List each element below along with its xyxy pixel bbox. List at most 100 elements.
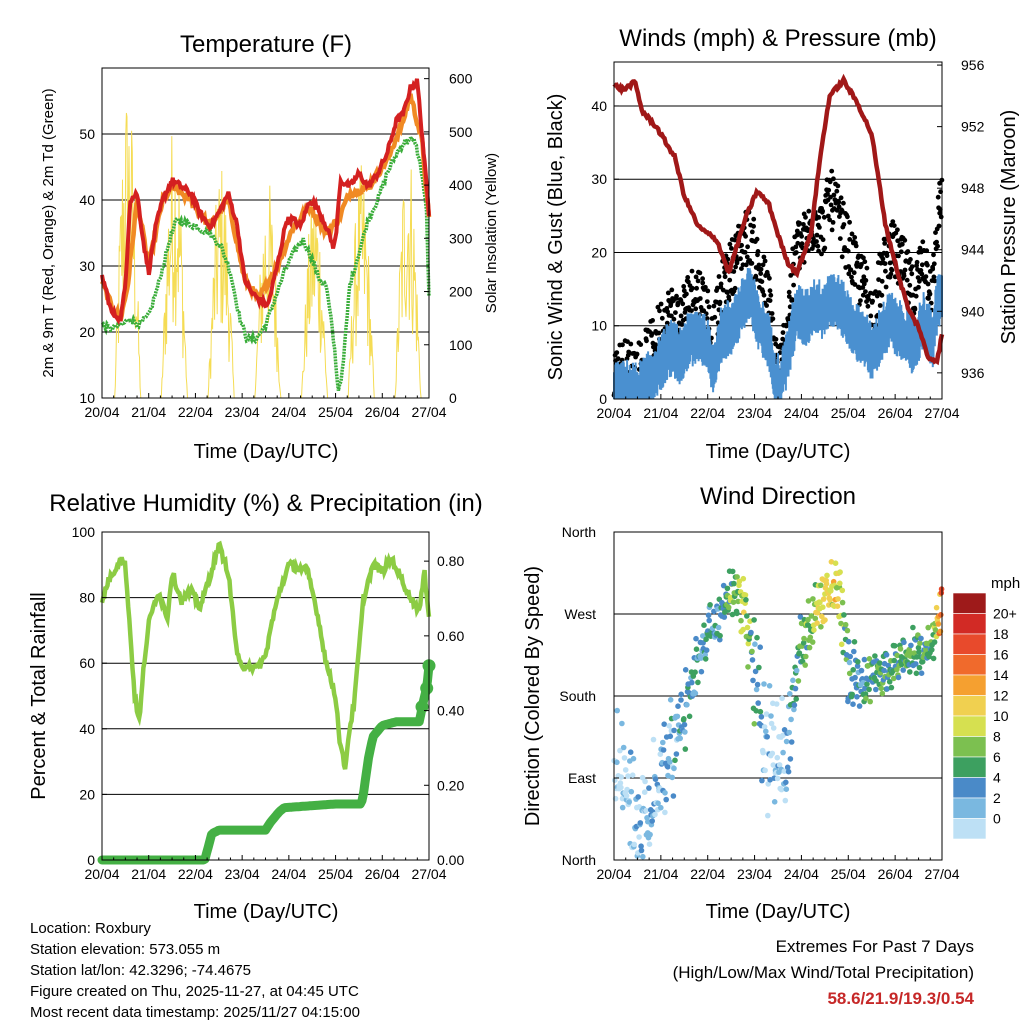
direction-point xyxy=(900,667,906,673)
direction-xtick-label: 25/04 xyxy=(831,866,866,882)
direction-point xyxy=(665,772,671,779)
gust-point xyxy=(829,227,835,233)
gust-point xyxy=(854,264,860,269)
direction-point xyxy=(693,635,699,642)
gust-point xyxy=(845,214,850,220)
direction-point xyxy=(894,652,900,659)
direction-ylabel: Direction (Colored By Speed) xyxy=(522,566,544,826)
temperature-panel: Temperature (F) 102030405001002003004005… xyxy=(40,31,500,463)
humidity-xtick-label: 20/04 xyxy=(84,866,119,882)
gust-point xyxy=(935,243,940,249)
direction-point xyxy=(660,739,666,746)
extremes-title: Extremes For Past 7 Days xyxy=(775,937,974,956)
gust-point xyxy=(669,313,674,319)
direction-ytick-label: North xyxy=(562,524,596,540)
gust-point xyxy=(733,264,738,270)
direction-point xyxy=(770,762,777,768)
gust-point xyxy=(847,219,852,225)
direction-point xyxy=(678,691,684,698)
direction-point xyxy=(686,713,693,720)
temperature-ytick-label: 50 xyxy=(79,126,95,142)
direction-ytick-label: West xyxy=(564,606,596,622)
gust-point xyxy=(865,303,871,309)
gust-point xyxy=(817,225,822,230)
gust-point xyxy=(761,254,767,260)
direction-point xyxy=(661,721,667,727)
gust-point xyxy=(933,230,938,236)
gust-point xyxy=(756,262,762,268)
gust-point xyxy=(693,306,699,312)
direction-point xyxy=(751,617,757,623)
direction-point xyxy=(715,624,722,631)
location-text: Location: Roxbury xyxy=(30,920,151,937)
direction-point xyxy=(800,640,807,646)
direction-point xyxy=(752,641,758,647)
direction-point xyxy=(618,784,624,791)
gust-point xyxy=(745,244,750,250)
direction-point xyxy=(760,749,766,756)
gust-point xyxy=(841,200,846,206)
gust-point xyxy=(846,271,852,277)
gust-point xyxy=(689,268,695,274)
direction-point xyxy=(851,639,858,645)
direction-point xyxy=(814,610,821,616)
direction-point xyxy=(638,847,645,854)
direction-point xyxy=(862,685,868,692)
gust-point xyxy=(887,260,893,266)
gust-point xyxy=(759,279,765,284)
direction-point xyxy=(809,639,816,645)
gust-point xyxy=(762,258,768,264)
direction-ytick-label: East xyxy=(568,770,596,786)
direction-point xyxy=(763,728,769,735)
gust-point xyxy=(931,252,936,258)
direction-point xyxy=(646,785,652,791)
gust-point xyxy=(754,236,760,242)
gust-point xyxy=(742,249,748,255)
gust-point xyxy=(825,213,831,219)
gust-point xyxy=(889,267,895,273)
winds-ytick-label: 40 xyxy=(591,98,607,114)
sonic-wind-band xyxy=(613,268,943,399)
direction-point xyxy=(774,775,781,782)
direction-point xyxy=(844,627,851,634)
direction-point xyxy=(925,624,931,631)
gust-point xyxy=(937,210,943,216)
direction-point xyxy=(891,675,897,682)
direction-point xyxy=(793,667,800,674)
direction-point xyxy=(917,640,923,646)
direction-point xyxy=(824,572,830,579)
gust-point xyxy=(657,308,662,314)
direction-point xyxy=(807,634,814,641)
direction-point xyxy=(892,643,898,649)
direction-point xyxy=(745,664,751,670)
gust-point xyxy=(732,285,738,291)
gust-point xyxy=(830,220,836,225)
gust-point xyxy=(882,261,888,266)
humidity-xtick-label: 22/04 xyxy=(178,866,213,882)
gust-point xyxy=(864,265,870,271)
direction-point xyxy=(677,735,683,742)
gust-point xyxy=(689,308,694,313)
direction-point xyxy=(621,755,628,761)
gust-point xyxy=(760,262,766,268)
direction-point xyxy=(650,736,657,743)
gust-point xyxy=(625,339,630,344)
direction-point xyxy=(752,668,759,675)
gust-point xyxy=(681,284,687,289)
winds-ytick-label: 20 xyxy=(591,244,607,260)
direction-point xyxy=(828,588,834,594)
gust-point xyxy=(659,315,665,321)
direction-point xyxy=(628,788,635,795)
direction-point xyxy=(740,626,746,633)
direction-point xyxy=(749,657,756,663)
gust-point xyxy=(868,313,874,319)
gust-point xyxy=(913,293,919,299)
solar-ytick-label: 100 xyxy=(449,337,473,353)
gust-point xyxy=(799,233,804,239)
direction-point xyxy=(672,757,678,764)
direction-point xyxy=(701,622,707,628)
gust-point xyxy=(839,254,845,260)
solar-ytick-label: 0 xyxy=(449,390,457,406)
direction-point xyxy=(888,684,895,691)
